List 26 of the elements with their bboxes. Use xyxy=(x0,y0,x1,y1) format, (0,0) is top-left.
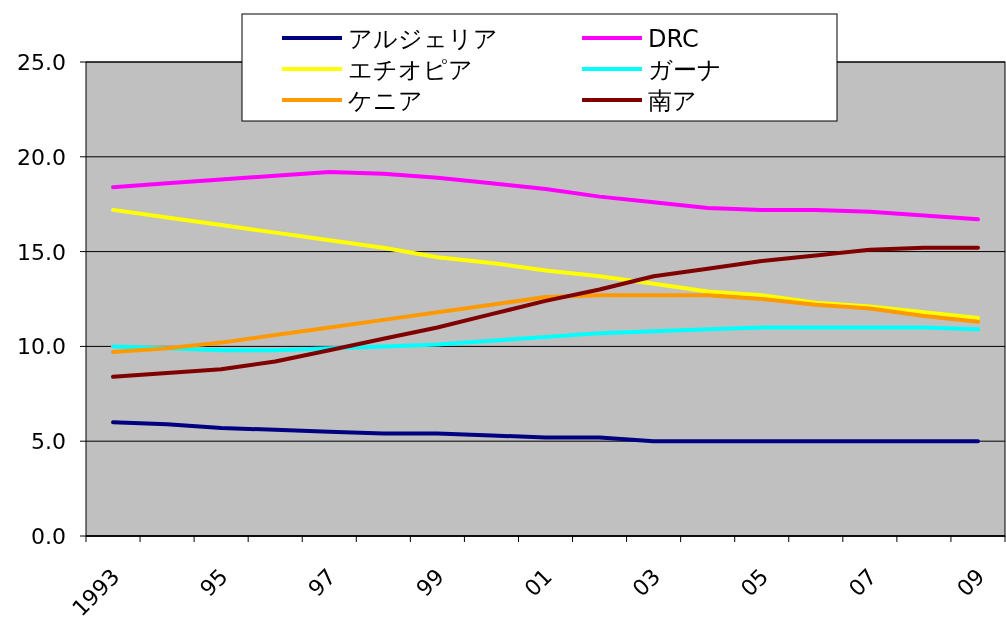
y-tick-label: 15.0 xyxy=(17,239,66,265)
x-tick-label: 03 xyxy=(627,563,666,602)
legend-label: ガーナ xyxy=(648,56,722,84)
x-tick-label: 07 xyxy=(843,563,882,602)
legend-label: 南ア xyxy=(648,87,697,115)
x-tick-label: 99 xyxy=(411,563,449,602)
legend-label: DRC xyxy=(648,25,699,53)
x-tick-label: 05 xyxy=(735,563,774,602)
y-tick-label: 0.0 xyxy=(31,524,66,549)
line-series xyxy=(111,207,980,320)
legend-label: アルジェリア xyxy=(348,25,498,53)
line-series xyxy=(111,245,980,379)
x-tick-label: 95 xyxy=(195,563,233,602)
y-tick-label: 5.0 xyxy=(31,429,66,455)
x-tick-label: 01 xyxy=(519,563,558,602)
x-tick-label: 09 xyxy=(952,563,990,602)
y-tick-label: 10.0 xyxy=(17,334,66,360)
line-series xyxy=(111,420,980,444)
y-tick-label: 25.0 xyxy=(17,50,66,75)
line-series xyxy=(111,169,980,222)
line-series xyxy=(111,325,980,353)
x-tick-label: 97 xyxy=(303,563,341,602)
legend-label: エチオピア xyxy=(348,56,473,84)
legend-label: ケニア xyxy=(348,87,423,115)
line-series xyxy=(111,293,980,355)
y-tick-label: 20.0 xyxy=(17,144,66,170)
